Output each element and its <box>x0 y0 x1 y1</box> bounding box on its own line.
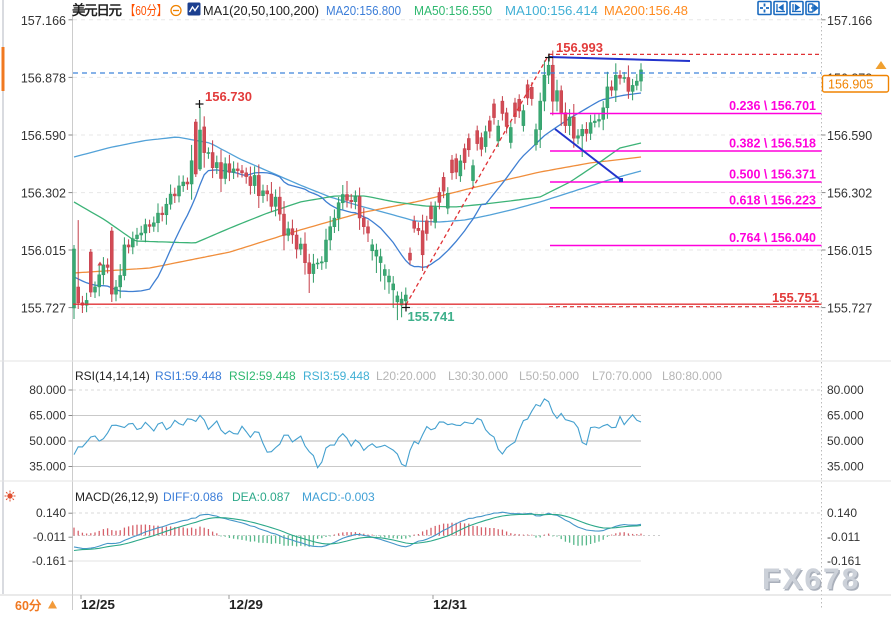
svg-text:65.000: 65.000 <box>827 409 864 423</box>
svg-text:0.764 \ 156.040: 0.764 \ 156.040 <box>729 231 816 245</box>
svg-text:0.236 \ 156.701: 0.236 \ 156.701 <box>729 99 816 113</box>
svg-text:-0.161: -0.161 <box>827 554 861 568</box>
svg-text:156.993: 156.993 <box>556 40 603 55</box>
svg-text:0.140: 0.140 <box>36 506 66 520</box>
svg-text:-0.011: -0.011 <box>33 530 66 544</box>
svg-text:156.015: 156.015 <box>827 244 872 258</box>
svg-text:0.500 \ 156.371: 0.500 \ 156.371 <box>729 168 816 182</box>
svg-text:156.905: 156.905 <box>828 78 873 92</box>
svg-text:156.590: 156.590 <box>827 129 872 143</box>
svg-text:156.015: 156.015 <box>21 244 66 258</box>
svg-text:156.302: 156.302 <box>827 187 872 201</box>
svg-text:美元日元: 美元日元 <box>72 2 123 18</box>
svg-text:65.000: 65.000 <box>29 409 66 423</box>
svg-text:155.741: 155.741 <box>408 309 455 324</box>
svg-text:L20:20.000: L20:20.000 <box>376 369 436 383</box>
svg-text:L30:30.000: L30:30.000 <box>448 369 508 383</box>
svg-text:-0.161: -0.161 <box>32 554 66 568</box>
svg-text:FX678: FX678 <box>762 563 860 596</box>
svg-text:MA200:156.48: MA200:156.48 <box>604 3 688 18</box>
svg-text:MA20:156.800: MA20:156.800 <box>326 3 401 18</box>
svg-text:12/25: 12/25 <box>81 597 115 612</box>
svg-text:MA50:156.550: MA50:156.550 <box>414 3 492 18</box>
svg-text:155.751: 155.751 <box>772 290 819 305</box>
svg-text:DEA:0.087: DEA:0.087 <box>232 490 290 504</box>
svg-text:RSI(14,14,14): RSI(14,14,14) <box>75 369 150 383</box>
svg-text:60分: 60分 <box>15 598 42 613</box>
svg-text:DIFF:0.086: DIFF:0.086 <box>163 490 223 504</box>
svg-text:12/31: 12/31 <box>433 597 467 612</box>
svg-text:-0.011: -0.011 <box>827 530 860 544</box>
svg-text:L70:70.000: L70:70.000 <box>592 369 652 383</box>
svg-text:155.727: 155.727 <box>827 302 872 316</box>
svg-text:156.302: 156.302 <box>21 187 66 201</box>
svg-text:MA100:156.414: MA100:156.414 <box>505 3 598 18</box>
svg-text:L50:50.000: L50:50.000 <box>519 369 579 383</box>
svg-text:MACD(26,12,9): MACD(26,12,9) <box>75 490 158 504</box>
svg-text:RSI2:59.448: RSI2:59.448 <box>229 369 296 383</box>
svg-text:35.000: 35.000 <box>29 460 66 474</box>
svg-text:L80:80.000: L80:80.000 <box>662 369 722 383</box>
svg-text:RSI1:59.448: RSI1:59.448 <box>155 369 222 383</box>
svg-text:157.166: 157.166 <box>827 14 872 28</box>
svg-text:0.140: 0.140 <box>827 506 857 520</box>
svg-text:157.166: 157.166 <box>21 14 66 28</box>
svg-text:156.590: 156.590 <box>21 129 66 143</box>
svg-text:35.000: 35.000 <box>827 460 864 474</box>
svg-text:156.730: 156.730 <box>205 89 252 104</box>
svg-text:50.000: 50.000 <box>827 434 864 448</box>
svg-text:80.000: 80.000 <box>827 383 864 397</box>
svg-text:【60分】: 【60分】 <box>125 3 167 18</box>
svg-text:156.878: 156.878 <box>21 71 66 85</box>
svg-text:0.382 \ 156.518: 0.382 \ 156.518 <box>729 137 816 151</box>
svg-text:RSI3:59.448: RSI3:59.448 <box>303 369 370 383</box>
svg-text:MA1(20,50,100,200): MA1(20,50,100,200) <box>203 3 319 18</box>
svg-text:80.000: 80.000 <box>29 383 66 397</box>
svg-text:155.727: 155.727 <box>21 302 66 316</box>
svg-text:MACD:-0.003: MACD:-0.003 <box>302 490 375 504</box>
svg-text:12/29: 12/29 <box>229 597 263 612</box>
svg-text:0.618 \ 156.223: 0.618 \ 156.223 <box>729 193 816 207</box>
svg-text:50.000: 50.000 <box>29 434 66 448</box>
